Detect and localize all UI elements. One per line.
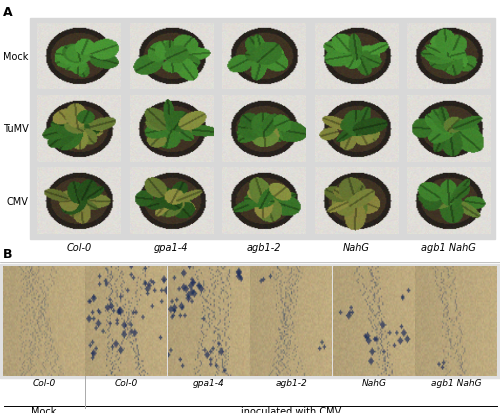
- Text: TuMV: TuMV: [3, 124, 29, 134]
- Text: NahG: NahG: [361, 378, 386, 387]
- Bar: [30, 19, 495, 240]
- Text: gpa1-4: gpa1-4: [193, 378, 224, 387]
- Text: Col-0: Col-0: [66, 242, 92, 252]
- Text: CMV: CMV: [6, 196, 29, 206]
- Text: agb1-2: agb1-2: [246, 242, 281, 252]
- Text: B: B: [2, 247, 12, 260]
- Text: NahG: NahG: [343, 242, 369, 252]
- Text: gpa1-4: gpa1-4: [154, 242, 188, 252]
- Text: Mock: Mock: [3, 52, 29, 62]
- Text: agb1-2: agb1-2: [276, 378, 307, 387]
- Text: Mock: Mock: [31, 406, 56, 413]
- Text: inoculated with CMV: inoculated with CMV: [241, 406, 342, 413]
- Text: A: A: [2, 6, 12, 19]
- Bar: [0, 264, 500, 378]
- Text: Col-0: Col-0: [32, 378, 56, 387]
- Text: agb1 NahG: agb1 NahG: [422, 242, 476, 252]
- Text: Col-0: Col-0: [114, 378, 138, 387]
- Text: agb1 NahG: agb1 NahG: [431, 378, 482, 387]
